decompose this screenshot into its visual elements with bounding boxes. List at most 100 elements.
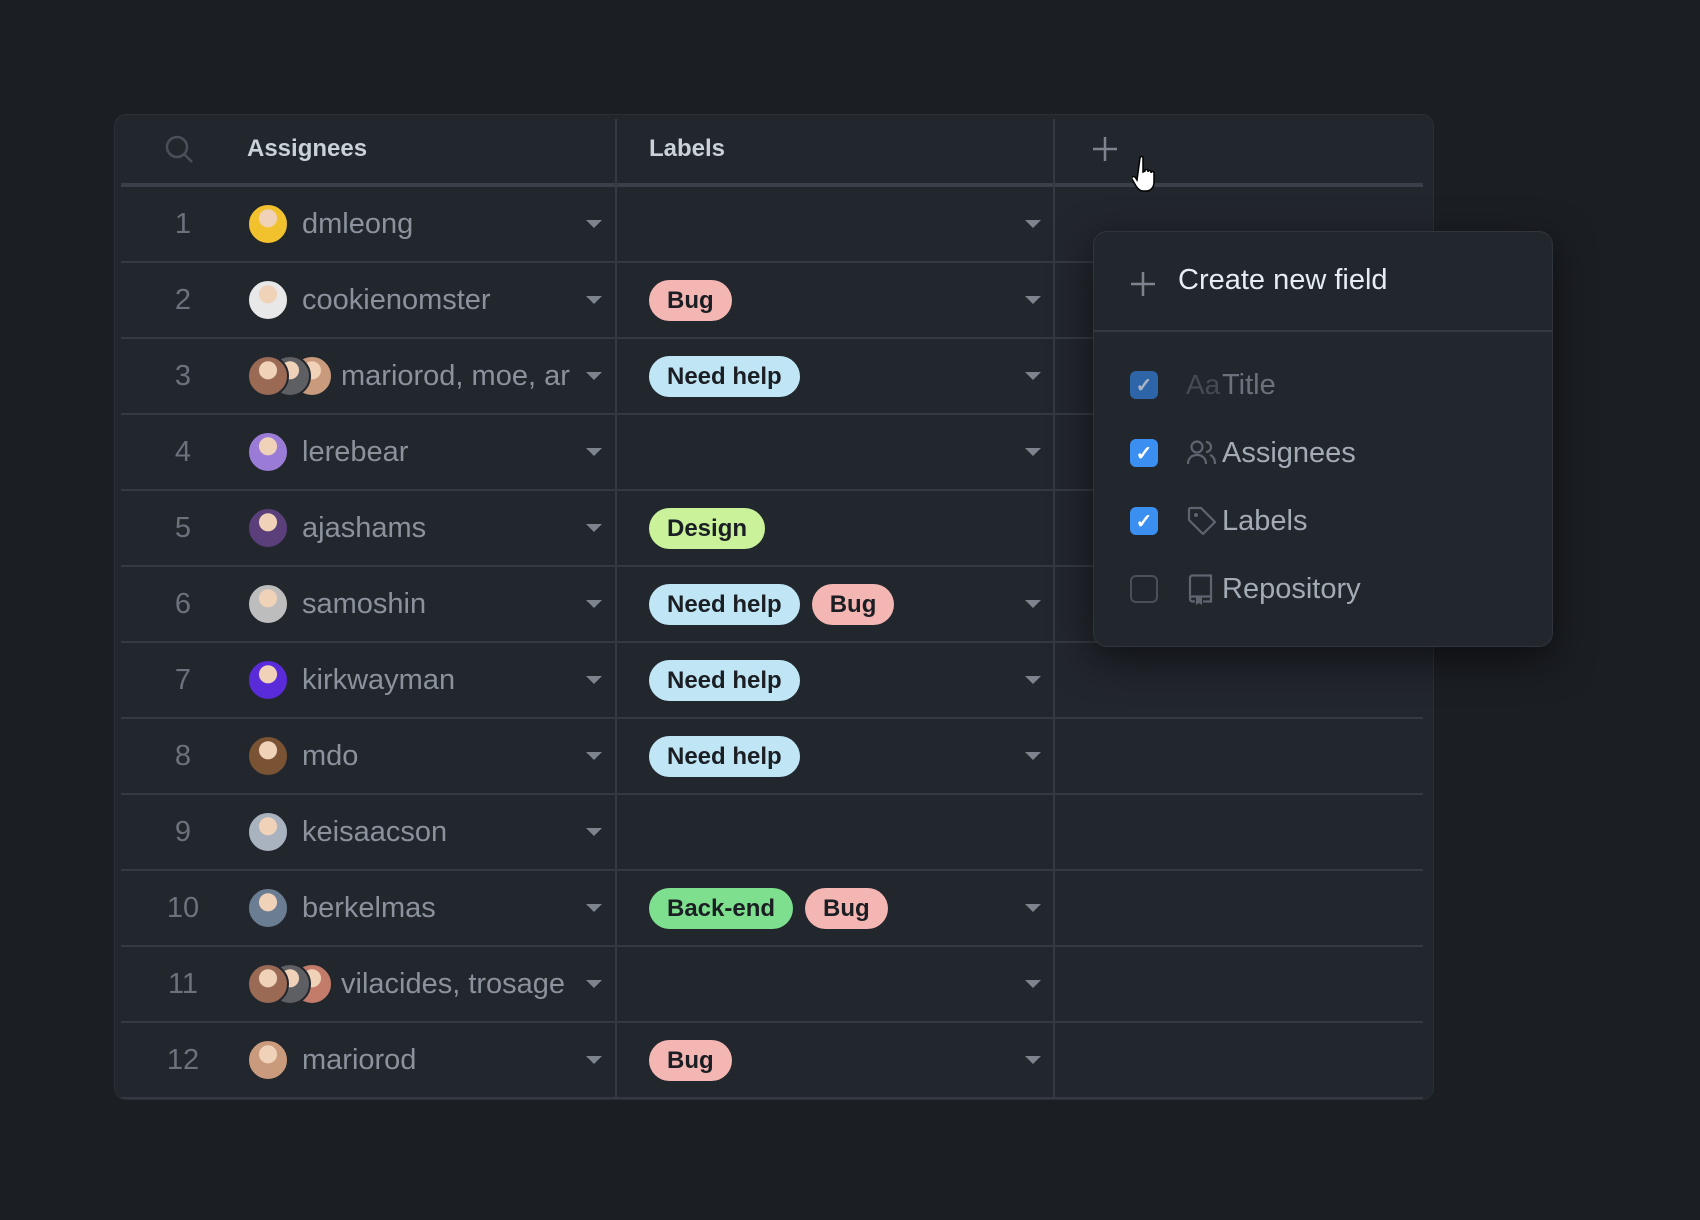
assignees-value[interactable]: mariorod, moe, ar [341, 360, 570, 392]
assignees-value[interactable]: samoshin [302, 588, 427, 620]
assignees-value[interactable]: lerebear [302, 436, 409, 468]
field-checkbox[interactable]: ✓ [1130, 371, 1158, 399]
column-divider [1053, 119, 1055, 1099]
assignees-dropdown-caret-icon[interactable] [586, 828, 602, 836]
labels-dropdown-caret-icon[interactable] [1025, 1056, 1041, 1064]
plus-icon [1130, 271, 1156, 302]
labels-cell[interactable]: Need help Bug [649, 584, 895, 625]
label-pill[interactable]: Need help [649, 584, 800, 625]
assignees-dropdown-caret-icon[interactable] [586, 904, 602, 912]
labels-dropdown-caret-icon[interactable] [1025, 448, 1041, 456]
assignees-dropdown-caret-icon[interactable] [586, 980, 602, 988]
avatar [247, 279, 289, 321]
field-checkbox[interactable] [1130, 575, 1158, 603]
assignees-dropdown-caret-icon[interactable] [586, 600, 602, 608]
table-row: 5 ajashams Design [121, 491, 1423, 567]
row-index: 11 [167, 968, 199, 1000]
add-column-plus-icon[interactable] [1091, 135, 1119, 168]
row-index: 9 [174, 816, 192, 848]
labels-dropdown-caret-icon[interactable] [1025, 296, 1041, 304]
assignees-value[interactable]: ajashams [302, 512, 427, 544]
labels-cell[interactable]: Bug [649, 1040, 732, 1081]
labels-dropdown-caret-icon[interactable] [1025, 752, 1041, 760]
field-checkbox[interactable]: ✓ [1130, 439, 1158, 467]
avatar [247, 583, 289, 625]
assignees-value[interactable]: mariorod [302, 1044, 417, 1076]
search-icon[interactable] [165, 135, 193, 163]
table-row: 12 mariorod Bug [121, 1023, 1423, 1099]
field-option-repository[interactable]: Repository [1130, 569, 1361, 609]
row-index: 7 [174, 664, 192, 696]
table-header: Assignees Labels [121, 115, 1423, 187]
assignees-dropdown-caret-icon[interactable] [586, 676, 602, 684]
create-new-field-button[interactable]: Create new field [1094, 232, 1552, 332]
labels-dropdown-caret-icon[interactable] [1025, 372, 1041, 380]
labels-dropdown-caret-icon[interactable] [1025, 904, 1041, 912]
label-pill[interactable]: Need help [649, 660, 800, 701]
assignees-value[interactable]: vilacides, trosage [341, 968, 566, 1000]
avatar [247, 507, 289, 549]
field-option-title[interactable]: ✓ Aa Title [1130, 365, 1276, 405]
assignees-dropdown-caret-icon[interactable] [586, 752, 602, 760]
assignees-dropdown-caret-icon[interactable] [586, 448, 602, 456]
row-index: 2 [174, 284, 192, 316]
assignees-value[interactable]: cookienomster [302, 284, 491, 316]
avatar-group [247, 507, 289, 549]
labels-dropdown-caret-icon[interactable] [1025, 676, 1041, 684]
table-row: 1 dmleong [121, 187, 1423, 263]
labels-dropdown-caret-icon[interactable] [1025, 980, 1041, 988]
assignees-value[interactable]: kirkwayman [302, 664, 456, 696]
label-pill[interactable]: Bug [811, 584, 895, 625]
table-row: 11 vilacides, trosage [121, 947, 1423, 1023]
label-pill[interactable]: Need help [649, 356, 800, 397]
label-pill[interactable]: Bug [649, 280, 732, 321]
assignees-value[interactable]: mdo [302, 740, 359, 772]
label-pill[interactable]: Bug [805, 888, 888, 929]
tag-icon [1186, 505, 1222, 537]
assignees-dropdown-caret-icon[interactable] [586, 296, 602, 304]
table-row: 7 kirkwayman Need help [121, 643, 1423, 719]
assignees-value[interactable]: keisaacson [302, 816, 448, 848]
assignees-value[interactable]: berkelmas [302, 892, 436, 924]
label-pill[interactable]: Back-end [649, 888, 794, 929]
avatar [247, 811, 289, 853]
field-option-assignees[interactable]: ✓ Assignees [1130, 433, 1356, 473]
field-checkbox[interactable]: ✓ [1130, 507, 1158, 535]
avatar [247, 431, 289, 473]
assignees-dropdown-caret-icon[interactable] [586, 524, 602, 532]
avatar-group [247, 431, 289, 473]
assignees-dropdown-caret-icon[interactable] [586, 220, 602, 228]
table-row: 6 samoshin Need help Bug [121, 567, 1423, 643]
row-index: 3 [174, 360, 192, 392]
labels-cell[interactable]: Need help [649, 356, 800, 397]
create-new-field-label: Create new field [1178, 264, 1388, 296]
avatar [247, 887, 289, 929]
assignees-dropdown-caret-icon[interactable] [586, 1056, 602, 1064]
avatar-group [247, 1039, 289, 1081]
pointer-cursor-icon [1131, 154, 1166, 199]
labels-dropdown-caret-icon[interactable] [1025, 600, 1041, 608]
label-pill[interactable]: Design [649, 508, 766, 549]
labels-cell[interactable]: Back-end Bug [649, 888, 888, 929]
avatar-group [247, 887, 289, 929]
label-pill[interactable]: Bug [649, 1040, 732, 1081]
row-index: 1 [174, 208, 192, 240]
assignees-value[interactable]: dmleong [302, 208, 414, 240]
column-header-assignees[interactable]: Assignees [247, 135, 368, 162]
labels-cell[interactable]: Need help [649, 736, 800, 777]
field-option-labels[interactable]: ✓ Labels [1130, 501, 1307, 541]
labels-cell[interactable]: Bug [649, 280, 732, 321]
avatar [247, 1039, 289, 1081]
row-index: 5 [174, 512, 192, 544]
labels-cell[interactable]: Design [649, 508, 766, 549]
labels-cell[interactable]: Need help [649, 660, 800, 701]
avatar-group [247, 203, 289, 245]
column-header-labels[interactable]: Labels [649, 135, 726, 162]
labels-dropdown-caret-icon[interactable] [1025, 220, 1041, 228]
table-row: 2 cookienomster Bug [121, 263, 1423, 339]
label-pill[interactable]: Need help [649, 736, 800, 777]
avatar-group [247, 963, 333, 1005]
avatar [247, 659, 289, 701]
table-row: 4 lerebear [121, 415, 1423, 491]
assignees-dropdown-caret-icon[interactable] [586, 372, 602, 380]
